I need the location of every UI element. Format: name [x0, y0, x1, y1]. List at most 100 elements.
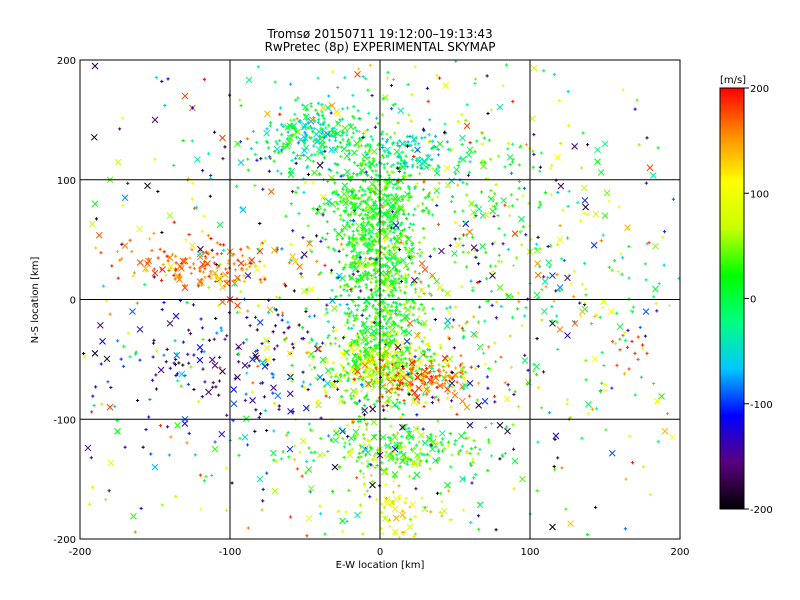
scatter-point-cluster: [352, 207, 356, 211]
scatter-point-cluster: [493, 192, 497, 196]
scatter-point-cluster: [411, 313, 415, 317]
scatter-point-cluster: [260, 242, 264, 247]
scatter-point-cluster: [375, 116, 379, 120]
scatter-point-cluster: [309, 450, 313, 454]
scatter-point-cluster: [433, 277, 441, 285]
scatter-point-cluster: [555, 314, 559, 318]
scatter-point: [429, 445, 436, 453]
scatter-point-cluster: [599, 239, 603, 243]
scatter-point-cluster: [336, 192, 340, 196]
scatter-point-cluster: [398, 186, 403, 190]
scatter-point-cluster: [232, 283, 237, 287]
scatter-point-cluster: [394, 300, 398, 304]
scatter-point-cluster: [392, 502, 396, 506]
scatter-point-cluster: [414, 487, 418, 491]
scatter-point-cluster: [369, 135, 373, 139]
scatter-point-cluster: [274, 308, 278, 312]
scatter-point-cluster: [407, 429, 411, 433]
scatter-point-cluster: [387, 325, 391, 329]
scatter-point-cluster: [390, 107, 394, 111]
scatter-point-cluster: [345, 283, 349, 287]
scatter-point-cluster: [633, 107, 637, 111]
scatter-point-cluster: [436, 195, 440, 199]
scatter-point-cluster: [396, 351, 400, 355]
scatter-point-cluster: [388, 135, 392, 139]
colorbar-tick-label: 200: [750, 84, 769, 95]
scatter-point-cluster: [407, 474, 412, 478]
scatter-point-cluster: [362, 483, 367, 487]
scatter-point-cluster: [253, 152, 257, 156]
scatter-point: [196, 344, 204, 351]
scatter-point-cluster: [200, 326, 205, 330]
scatter-point-cluster: [307, 446, 311, 450]
scatter-point-cluster: [487, 366, 491, 371]
scatter-point-cluster: [397, 497, 402, 501]
scatter-point-cluster: [307, 484, 315, 492]
scatter-point-cluster: [360, 313, 364, 317]
scatter-point-cluster: [393, 308, 398, 312]
scatter-point: [594, 158, 601, 166]
scatter-point-cluster: [385, 337, 389, 341]
scatter-point-cluster: [357, 425, 361, 429]
scatter-point-cluster: [342, 375, 346, 379]
scatter-point-cluster: [538, 165, 543, 169]
scatter-point-cluster: [380, 245, 384, 249]
scatter-point-cluster: [84, 444, 92, 452]
scatter-point-cluster: [336, 162, 340, 166]
scatter-point-cluster: [362, 251, 366, 255]
scatter-point-cluster: [447, 337, 452, 341]
scatter-point-cluster: [556, 190, 560, 194]
scatter-point-cluster: [374, 188, 378, 192]
scatter-point-cluster: [358, 399, 362, 403]
scatter-point-cluster: [405, 436, 409, 440]
scatter-point-cluster: [531, 149, 535, 153]
scatter-point-cluster: [395, 219, 400, 223]
scatter-point-cluster: [535, 242, 539, 246]
scatter-point-cluster: [385, 387, 392, 395]
scatter-point-cluster: [397, 177, 405, 185]
scatter-point-cluster: [363, 256, 368, 260]
scatter-point-cluster: [226, 262, 230, 266]
scatter-point-cluster: [538, 200, 542, 204]
scatter-point-cluster: [494, 316, 498, 320]
scatter-point-cluster: [478, 447, 482, 451]
scatter-point-cluster: [470, 208, 477, 216]
scatter-point-cluster: [403, 245, 407, 250]
scatter-point-cluster: [302, 153, 306, 157]
scatter-point-cluster: [209, 173, 213, 178]
scatter-point-cluster: [331, 367, 335, 371]
scatter-point-cluster: [291, 229, 295, 233]
scatter-point-cluster: [443, 361, 451, 368]
scatter-point-cluster: [370, 169, 374, 173]
scatter-point-cluster: [333, 379, 337, 383]
scatter-point-cluster: [329, 439, 333, 443]
scatter-point-cluster: [351, 249, 356, 253]
scatter-point-cluster: [327, 123, 331, 127]
scatter-point-cluster: [512, 487, 516, 491]
scatter-point-cluster: [350, 447, 354, 451]
scatter-point-cluster: [376, 289, 380, 293]
scatter-point-cluster: [239, 290, 243, 294]
scatter-point-cluster: [383, 180, 390, 188]
scatter-point: [204, 260, 211, 267]
scatter-point-cluster: [446, 444, 451, 448]
scatter-point-cluster: [425, 393, 429, 397]
scatter-point-cluster: [390, 219, 394, 224]
scatter-point-cluster: [162, 250, 166, 254]
scatter-point-cluster: [397, 407, 401, 411]
scatter-point-cluster: [359, 289, 363, 293]
scatter-point-cluster: [301, 126, 305, 130]
scatter-point-cluster: [542, 69, 546, 73]
scatter-point-cluster: [343, 76, 347, 80]
scatter-point-cluster: [532, 152, 536, 157]
scatter-point-cluster: [390, 387, 394, 391]
scatter-point: [391, 362, 399, 369]
scatter-point-cluster: [538, 203, 542, 207]
scatter-point-cluster: [363, 331, 367, 335]
scatter-point-cluster: [353, 316, 357, 320]
scatter-point-cluster: [368, 372, 376, 379]
scatter-point-cluster: [89, 456, 93, 460]
scatter-point-cluster: [355, 476, 359, 480]
scatter-point-cluster: [642, 308, 650, 315]
scatter-point-cluster: [369, 463, 373, 467]
